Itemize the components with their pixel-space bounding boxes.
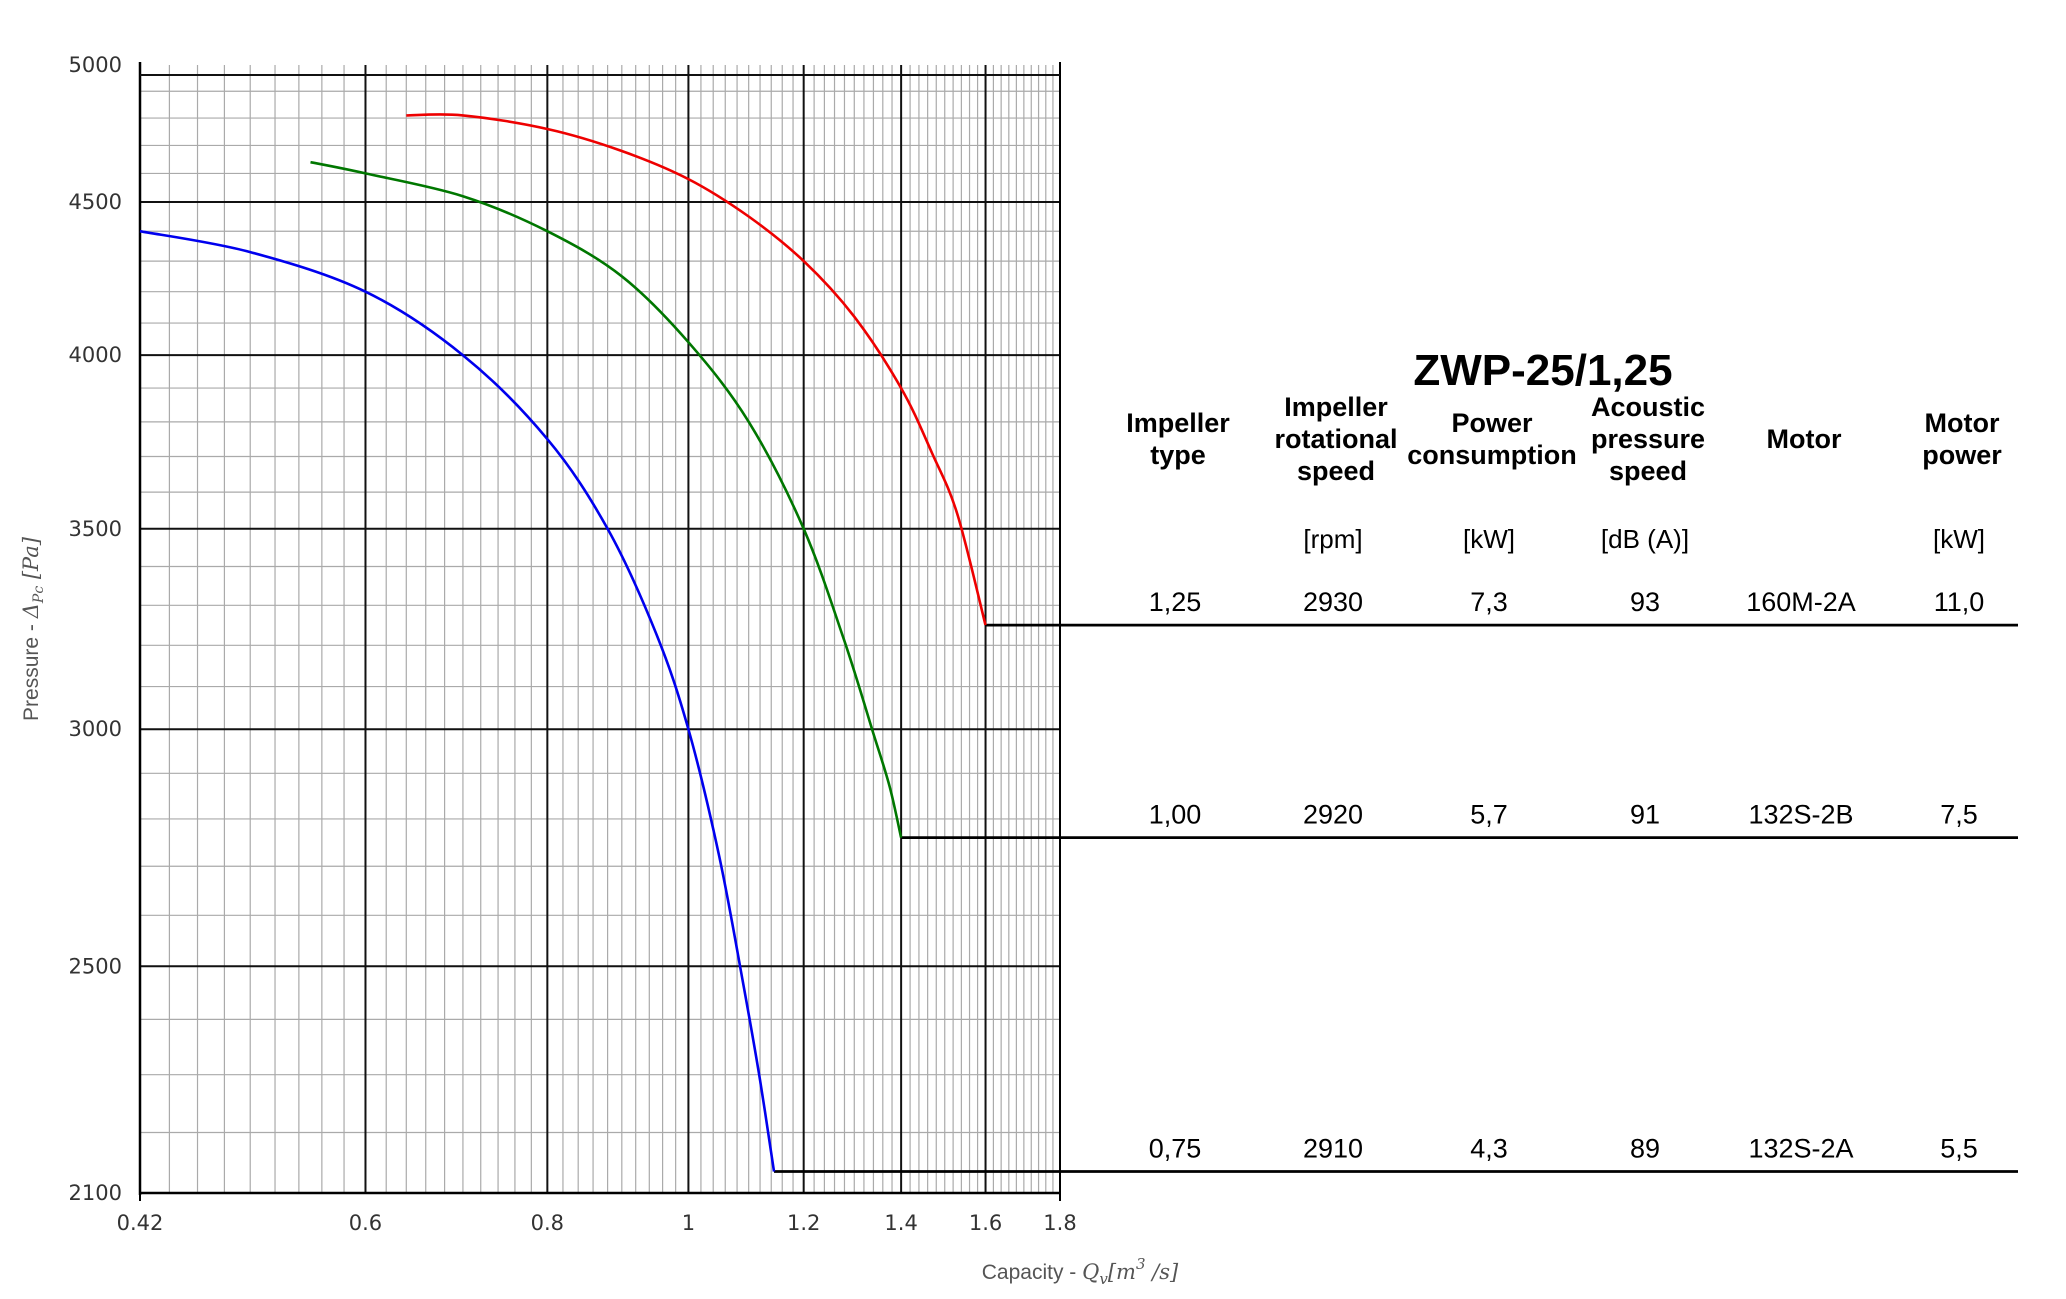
fan-curves <box>139 113 987 1172</box>
table-cell: 132S-2B <box>1748 800 1853 830</box>
table-cell: 7,3 <box>1470 587 1508 617</box>
fan-curve-1-25 <box>406 113 987 626</box>
x-tick-label: 1 <box>682 1211 695 1235</box>
table-cell: 89 <box>1630 1134 1660 1164</box>
x-tick-label: 1.8 <box>1043 1211 1076 1235</box>
x-tick-labels: 0.42 0.6 0.8 1 1.2 1.4 1.6 1.8 <box>117 1211 1077 1235</box>
table-cell: 5,7 <box>1470 800 1508 830</box>
column-header-line: rotational <box>1274 424 1397 454</box>
x-tick-label: 1.4 <box>884 1211 917 1235</box>
column-unit: [kW] <box>1933 524 1985 554</box>
column-header-line: consumption <box>1407 440 1577 470</box>
table-cell: 93 <box>1630 587 1660 617</box>
spec-table-headers: ImpellertypeImpellerrotationalspeed[rpm]… <box>1126 392 2002 554</box>
column-header-line: Motor <box>1925 408 2000 438</box>
column-header-line: Acoustic <box>1591 392 1705 422</box>
grid-minor-lines <box>140 65 1060 1193</box>
column-header-line: Impeller <box>1284 392 1388 422</box>
column-header-line: Power <box>1451 408 1533 438</box>
spec-table-rows: 1,25 2930 7,3 93 160M-2A 11,0 1,00 2920 5,7 91 132… <box>1149 587 1985 1163</box>
column-header-line: pressure <box>1591 424 1705 454</box>
column-header-line: speed <box>1609 456 1687 486</box>
table-cell: 2930 <box>1303 587 1363 617</box>
y-tick-label: 5000 <box>69 53 122 77</box>
row-leader-lines <box>774 623 2018 1173</box>
x-axis-title: Capacity - Qv[m3 /s] <box>982 1255 1179 1288</box>
column-unit: [rpm] <box>1303 524 1362 554</box>
table-cell: 1,00 <box>1149 800 1202 830</box>
x-tick-label: 0.42 <box>117 1211 164 1235</box>
table-cell: 4,3 <box>1470 1134 1508 1164</box>
fan-curve-0-75 <box>139 229 776 1172</box>
column-header-line: type <box>1150 440 1206 470</box>
column-header-line: speed <box>1297 456 1375 486</box>
table-cell: 1,25 <box>1149 587 1202 617</box>
y-tick-label: 2500 <box>69 954 122 978</box>
x-tick-label: 0.8 <box>531 1211 564 1235</box>
column-header-line: power <box>1922 440 2002 470</box>
model-title: ZWP-25/1,25 <box>1413 346 1672 395</box>
y-tick-label: 4000 <box>69 343 122 367</box>
y-tick-label: 2100 <box>69 1181 122 1205</box>
column-header-line: Impeller <box>1126 408 1230 438</box>
table-cell: 11,0 <box>1934 587 1985 617</box>
x-tick-label: 1.6 <box>969 1211 1002 1235</box>
fan-curve-1-00 <box>310 160 903 838</box>
x-tick-label: 1.2 <box>787 1211 820 1235</box>
plot-axes <box>138 62 1061 1201</box>
grid-major-lines <box>140 65 1060 1193</box>
column-unit: [kW] <box>1463 524 1515 554</box>
table-cell: 132S-2A <box>1748 1134 1853 1164</box>
y-tick-label: 3500 <box>69 517 122 541</box>
y-axis-title: Pressure - ΔPc [Pa] <box>19 536 47 721</box>
table-cell: 91 <box>1630 800 1660 830</box>
y-tick-labels: 2100 2500 3000 3500 4000 4500 5000 <box>69 53 122 1205</box>
table-cell: 0,75 <box>1149 1134 1202 1164</box>
table-cell: 2910 <box>1303 1134 1363 1164</box>
x-tick-label: 0.6 <box>349 1211 382 1235</box>
table-cell: 160M-2A <box>1746 587 1856 617</box>
table-cell: 5,5 <box>1940 1134 1978 1164</box>
table-cell: 2920 <box>1303 800 1363 830</box>
y-tick-label: 3000 <box>69 717 122 741</box>
table-cell: 7,5 <box>1940 800 1978 830</box>
column-unit: [dB (A)] <box>1601 524 1689 554</box>
column-header-line: Motor <box>1767 424 1842 454</box>
y-tick-label: 4500 <box>69 190 122 214</box>
